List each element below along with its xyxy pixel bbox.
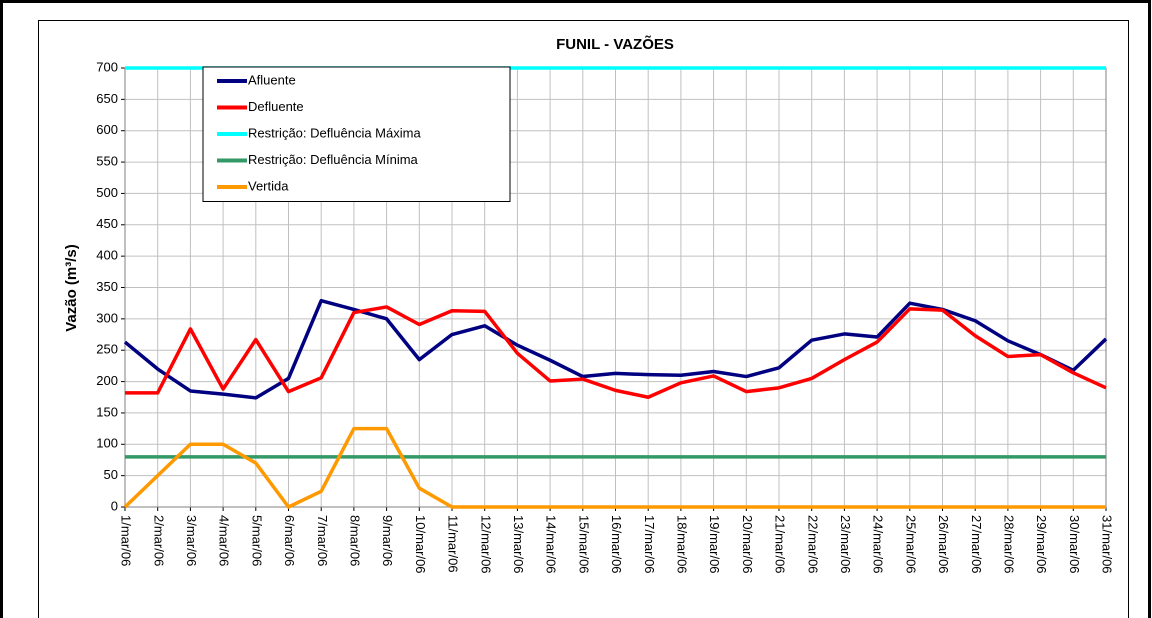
y-tick-label: 50 — [104, 467, 118, 482]
y-tick-label: 700 — [96, 59, 118, 74]
legend-label: Defluente — [248, 99, 304, 114]
y-tick-label: 650 — [96, 91, 118, 106]
legend-label: Restrição: Defluência Mínima — [248, 152, 419, 167]
x-tick-label: 1/mar/06 — [119, 515, 134, 566]
x-tick-label: 5/mar/06 — [249, 515, 264, 566]
x-tick-label: 19/mar/06 — [707, 515, 722, 574]
y-axis-label: Vazão (m³/s) — [63, 244, 80, 332]
x-tick-label: 11/mar/06 — [446, 515, 461, 573]
x-tick-label: 16/mar/06 — [609, 515, 624, 574]
y-tick-label: 600 — [96, 122, 118, 137]
x-tick-label: 28/mar/06 — [1001, 515, 1016, 574]
x-tick-label: 9/mar/06 — [380, 515, 395, 566]
y-tick-label: 250 — [96, 342, 118, 357]
x-tick-label: 20/mar/06 — [740, 515, 755, 574]
x-tick-label: 27/mar/06 — [969, 515, 984, 574]
x-tick-label: 7/mar/06 — [315, 515, 330, 566]
y-tick-label: 450 — [96, 216, 118, 231]
x-tick-label: 2/mar/06 — [151, 515, 166, 566]
y-tick-label: 300 — [96, 310, 118, 325]
x-tick-label: 14/mar/06 — [544, 515, 559, 574]
chart-border — [38, 20, 1129, 618]
y-tick-label: 500 — [96, 185, 118, 200]
x-tick-label: 17/mar/06 — [642, 515, 657, 574]
series-line — [125, 305, 1107, 399]
series-line — [123, 426, 1106, 509]
x-tick-label: 23/mar/06 — [838, 515, 853, 574]
legend-label: Vertida — [248, 178, 289, 193]
x-tick-label: 29/mar/06 — [1034, 515, 1049, 574]
x-tick-label: 10/mar/06 — [413, 515, 428, 574]
y-tick-label: 0 — [111, 498, 118, 513]
x-tick-label: 18/mar/06 — [674, 515, 689, 574]
y-tick-label: 550 — [96, 154, 118, 169]
legend-box — [202, 66, 511, 202]
x-tick-label: 24/mar/06 — [871, 515, 886, 574]
legend-label: Afluente — [248, 72, 296, 87]
x-tick-label: 25/mar/06 — [903, 515, 918, 574]
x-tick-label: 8/mar/06 — [347, 515, 362, 566]
x-tick-label: 4/mar/06 — [217, 515, 232, 566]
chart-title: FUNIL - VAZÕES — [556, 35, 674, 53]
x-tick-label: 26/mar/06 — [936, 515, 951, 574]
x-tick-label: 12/mar/06 — [478, 515, 493, 574]
y-tick-label: 400 — [96, 248, 118, 263]
y-tick-label: 350 — [96, 279, 118, 294]
legend-label: Restrição: Defluência Máxima — [248, 125, 421, 140]
x-tick-label: 30/mar/06 — [1067, 515, 1082, 574]
x-tick-label: 22/mar/06 — [805, 515, 820, 574]
x-tick-label: 13/mar/06 — [511, 515, 526, 574]
x-tick-label: 31/mar/06 — [1100, 515, 1115, 574]
y-tick-label: 100 — [96, 436, 118, 451]
x-tick-label: 15/mar/06 — [576, 515, 591, 574]
x-tick-label: 3/mar/06 — [184, 515, 199, 566]
x-tick-label: 21/mar/06 — [773, 515, 788, 574]
y-tick-label: 150 — [96, 404, 118, 419]
x-tick-label: 6/mar/06 — [282, 515, 297, 566]
y-tick-label: 200 — [96, 373, 118, 388]
